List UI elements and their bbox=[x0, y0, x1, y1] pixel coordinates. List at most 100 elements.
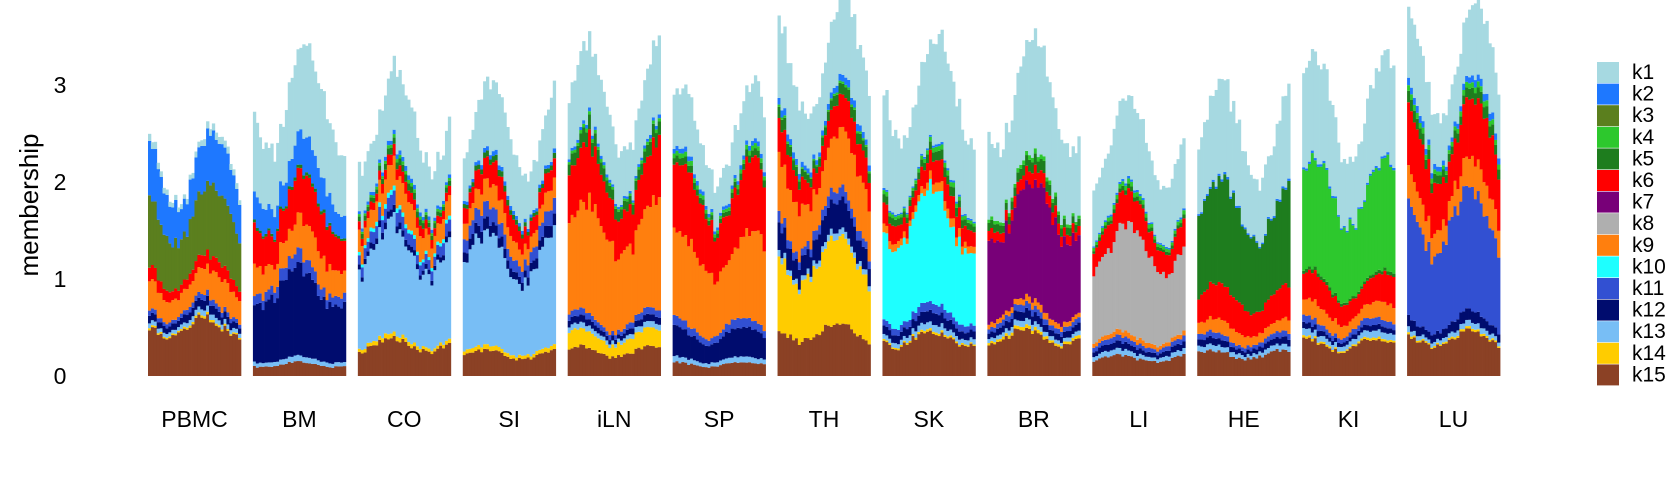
bar-segment-k2 bbox=[442, 200, 446, 205]
bar-segment-k9 bbox=[1074, 314, 1078, 320]
bar-segment-k9 bbox=[818, 188, 822, 226]
bar-segment-k15 bbox=[690, 363, 694, 376]
bar-segment-k15 bbox=[1453, 339, 1457, 376]
bar-segment-k2 bbox=[480, 165, 484, 170]
bar-segment-k13 bbox=[1360, 332, 1364, 339]
bar-segment-k9 bbox=[996, 319, 1000, 324]
bar-segment-k1 bbox=[1313, 51, 1318, 159]
bar-segment-k4 bbox=[943, 162, 947, 168]
bar-segment-k13 bbox=[261, 363, 265, 367]
bar-segment-k14 bbox=[532, 353, 536, 358]
bar-segment-k1 bbox=[969, 138, 973, 219]
bar-segment-k6 bbox=[1030, 173, 1035, 189]
bar-segment-k11 bbox=[372, 232, 376, 245]
bar-segment-k14 bbox=[552, 344, 557, 349]
bar-segment-k13 bbox=[695, 361, 700, 366]
bar-segment-k8 bbox=[1170, 273, 1175, 338]
bar-segment-k14 bbox=[803, 279, 807, 338]
bar-segment-k6 bbox=[381, 184, 385, 194]
bar-segment-k2 bbox=[672, 148, 676, 154]
bar-segment-k14 bbox=[590, 333, 595, 350]
bar-segment-k11 bbox=[392, 190, 396, 205]
bar-segment-k13 bbox=[1322, 336, 1326, 343]
bar-segment-k9 bbox=[1234, 332, 1239, 346]
bar-segment-k1 bbox=[491, 80, 496, 152]
bar-segment-k9 bbox=[748, 236, 752, 318]
bar-segment-k1 bbox=[1234, 123, 1239, 207]
bar-segment-k13 bbox=[891, 342, 895, 348]
bar-segment-k2 bbox=[1132, 190, 1137, 193]
bar-segment-k11 bbox=[1153, 349, 1157, 353]
bar-segment-k6 bbox=[483, 157, 487, 179]
bar-segment-k14 bbox=[1497, 346, 1501, 348]
bar-segment-k5 bbox=[864, 146, 868, 158]
bar-segment-k11 bbox=[1473, 199, 1478, 313]
bar-segment-k2 bbox=[316, 167, 321, 204]
bar-segment-k2 bbox=[308, 136, 312, 175]
bar-segment-k10 bbox=[433, 253, 437, 257]
bar-segment-k7 bbox=[1030, 188, 1035, 303]
bar-segment-k14 bbox=[1360, 338, 1364, 341]
bar-segment-k5 bbox=[806, 174, 810, 183]
bar-segment-k14 bbox=[447, 338, 452, 343]
group-label-li: LI bbox=[1129, 406, 1148, 432]
bar-segment-k4 bbox=[1162, 246, 1166, 250]
bar-segment-k2 bbox=[1144, 211, 1148, 214]
bar-segment-k9 bbox=[430, 248, 434, 269]
bar-segment-k11 bbox=[1062, 326, 1067, 332]
bar-segment-k9 bbox=[517, 249, 522, 267]
bar-segment-k13 bbox=[191, 316, 195, 322]
bar-segment-k4 bbox=[867, 171, 871, 174]
bar-segment-k12 bbox=[331, 306, 335, 364]
bar-segment-k15 bbox=[719, 365, 723, 376]
bar-segment-k13 bbox=[926, 322, 930, 330]
bar-segment-k12 bbox=[850, 218, 854, 247]
bar-segment-k9 bbox=[806, 204, 810, 241]
bar-segment-k14 bbox=[789, 275, 793, 335]
bar-segment-k5 bbox=[523, 222, 528, 227]
bar-segment-k11 bbox=[299, 248, 303, 263]
bar-segment-k1 bbox=[267, 147, 271, 204]
bar-segment-k11 bbox=[165, 324, 169, 329]
bar-segment-k5 bbox=[797, 181, 802, 190]
group-sk bbox=[882, 29, 976, 376]
bar-segment-k11 bbox=[567, 314, 571, 321]
bar-segment-k15 bbox=[1025, 327, 1029, 376]
bar-segment-k13 bbox=[165, 334, 169, 338]
bar-segment-k1 bbox=[206, 121, 210, 129]
bar-segment-k1 bbox=[716, 186, 720, 228]
bar-segment-k14 bbox=[1307, 335, 1312, 338]
bar-segment-k13 bbox=[1092, 357, 1096, 362]
bar-segment-k12 bbox=[1051, 330, 1055, 337]
bar-segment-k14 bbox=[488, 346, 493, 352]
bar-segment-k12 bbox=[756, 331, 761, 360]
bar-segment-k14 bbox=[585, 331, 589, 349]
bar-segment-k15 bbox=[940, 332, 944, 376]
bar-segment-k1 bbox=[858, 45, 863, 126]
bar-segment-k14 bbox=[174, 333, 178, 336]
bar-segment-k12 bbox=[1470, 311, 1475, 323]
bar-segment-k4 bbox=[946, 170, 950, 176]
bar-segment-k6 bbox=[905, 223, 909, 239]
bar-segment-k15 bbox=[302, 362, 306, 376]
bar-segment-k6 bbox=[1334, 295, 1338, 319]
bar-segment-k12 bbox=[917, 315, 921, 326]
bar-segment-k9 bbox=[293, 224, 297, 255]
bar-segment-k9 bbox=[273, 269, 277, 293]
bar-segment-k4 bbox=[695, 185, 700, 190]
bar-segment-k12 bbox=[515, 272, 519, 280]
bar-segment-k6 bbox=[678, 165, 682, 232]
bar-segment-k14 bbox=[999, 338, 1003, 342]
bar-segment-k12 bbox=[211, 305, 216, 315]
bar-segment-k2 bbox=[1278, 199, 1282, 202]
bar-segment-k9 bbox=[279, 242, 283, 269]
bar-segment-k1 bbox=[809, 113, 813, 173]
bar-segment-k2 bbox=[736, 181, 740, 185]
bar-segment-k6 bbox=[1269, 295, 1274, 324]
bar-segment-k9 bbox=[966, 246, 970, 254]
bar-segment-k13 bbox=[203, 310, 207, 317]
bar-segment-k13 bbox=[1127, 350, 1131, 356]
bar-segment-k1 bbox=[1130, 96, 1134, 180]
bar-segment-k9 bbox=[905, 238, 909, 244]
bar-segment-k11 bbox=[235, 319, 239, 323]
